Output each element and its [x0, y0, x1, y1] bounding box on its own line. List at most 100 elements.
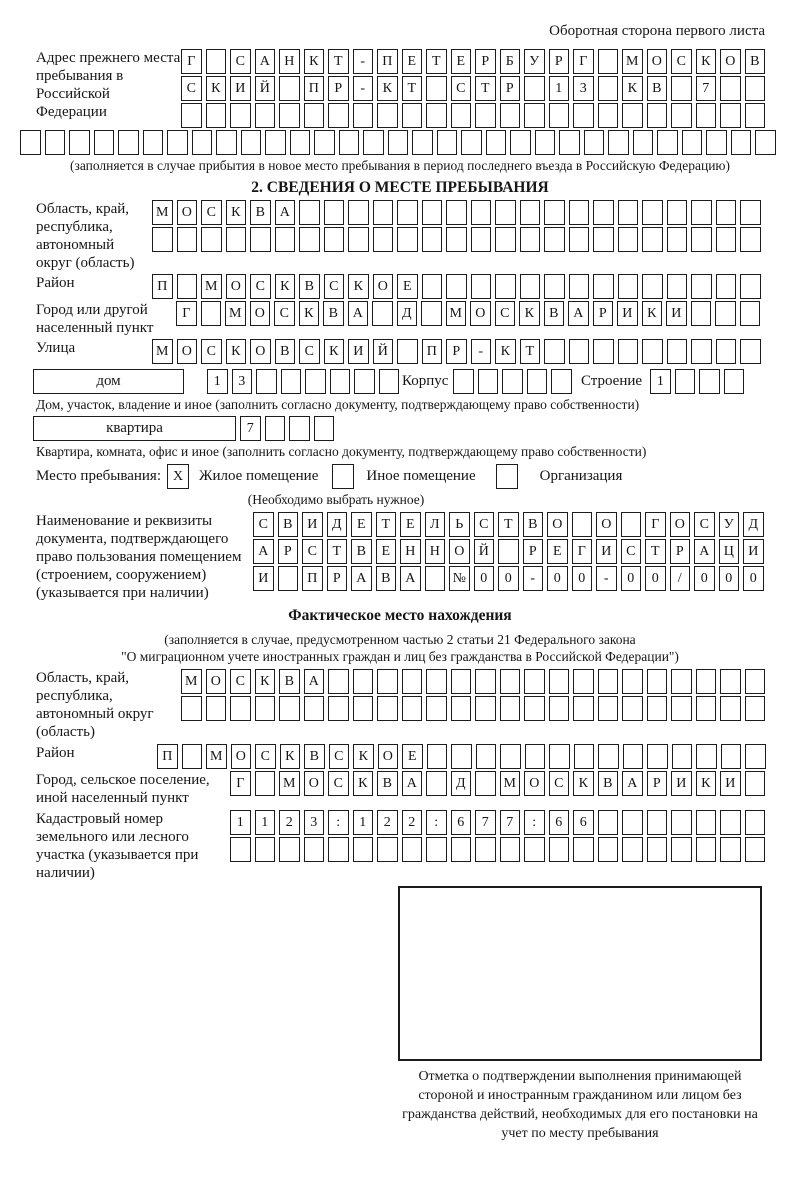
form-cell[interactable] — [617, 227, 638, 252]
form-cell[interactable] — [597, 669, 618, 694]
form-cell[interactable] — [617, 274, 638, 299]
form-cell[interactable] — [499, 696, 520, 721]
form-cell[interactable] — [352, 669, 373, 694]
form-cell[interactable]: Г — [176, 301, 197, 326]
form-cell[interactable]: М — [206, 744, 227, 769]
form-cell[interactable] — [498, 539, 519, 564]
form-cell[interactable] — [387, 130, 408, 155]
form-cell[interactable] — [485, 130, 506, 155]
form-cell[interactable]: И — [230, 76, 251, 101]
form-cell[interactable]: Н — [424, 539, 445, 564]
form-cell[interactable]: В — [279, 669, 300, 694]
form-cell[interactable] — [744, 696, 765, 721]
form-cell[interactable] — [671, 744, 692, 769]
form-cell[interactable] — [666, 339, 687, 364]
form-cell[interactable] — [502, 369, 523, 394]
form-cell[interactable] — [426, 771, 447, 796]
form-cell[interactable] — [715, 274, 736, 299]
form-cell[interactable] — [524, 744, 545, 769]
form-cell[interactable] — [597, 810, 618, 835]
form-cell[interactable] — [191, 130, 212, 155]
form-cell[interactable] — [681, 130, 702, 155]
form-cell[interactable] — [426, 837, 447, 862]
form-cell[interactable]: К — [695, 771, 716, 796]
form-cell[interactable] — [666, 227, 687, 252]
form-cell[interactable] — [720, 810, 741, 835]
form-cell[interactable] — [598, 744, 619, 769]
form-cell[interactable] — [256, 369, 277, 394]
checkbox-inoe-pomeshchenie[interactable] — [332, 464, 355, 489]
form-cell[interactable]: К — [348, 274, 369, 299]
form-cell[interactable]: Р — [669, 539, 690, 564]
form-cell[interactable] — [475, 696, 496, 721]
form-cell[interactable] — [544, 274, 565, 299]
form-cell[interactable] — [646, 810, 667, 835]
form-cell[interactable]: К — [225, 200, 246, 225]
form-cell[interactable]: К — [519, 301, 540, 326]
form-cell[interactable] — [617, 339, 638, 364]
form-cell[interactable]: 3 — [573, 76, 594, 101]
form-cell[interactable] — [421, 274, 442, 299]
form-cell[interactable] — [524, 696, 545, 721]
form-cell[interactable] — [715, 200, 736, 225]
form-cell[interactable]: И — [302, 512, 323, 537]
form-cell[interactable] — [451, 744, 472, 769]
form-cell[interactable]: 2 — [279, 810, 300, 835]
form-cell[interactable] — [289, 416, 310, 441]
form-cell[interactable] — [622, 696, 643, 721]
form-cell[interactable] — [167, 130, 188, 155]
form-cell[interactable] — [397, 339, 418, 364]
form-cell[interactable]: И — [596, 539, 617, 564]
form-cell[interactable] — [328, 837, 349, 862]
form-cell[interactable] — [142, 130, 163, 155]
form-cell[interactable] — [323, 227, 344, 252]
form-cell[interactable]: И — [671, 771, 692, 796]
form-cell[interactable]: У — [718, 512, 739, 537]
form-cell[interactable]: К — [641, 301, 662, 326]
form-cell[interactable] — [642, 227, 663, 252]
form-cell[interactable]: А — [694, 539, 715, 564]
form-cell[interactable]: 0 — [547, 566, 568, 591]
form-cell[interactable]: С — [548, 771, 569, 796]
form-cell[interactable] — [176, 274, 197, 299]
form-cell[interactable]: 0 — [718, 566, 739, 591]
form-cell[interactable] — [446, 227, 467, 252]
form-cell[interactable] — [412, 130, 433, 155]
form-cell[interactable]: В — [323, 301, 344, 326]
form-cell[interactable] — [620, 512, 641, 537]
form-cell[interactable] — [279, 837, 300, 862]
form-cell[interactable]: В — [375, 566, 396, 591]
form-cell[interactable] — [377, 103, 398, 128]
form-cell[interactable] — [44, 130, 65, 155]
form-cell[interactable]: А — [568, 301, 589, 326]
form-cell[interactable] — [730, 130, 751, 155]
form-cell[interactable]: О — [225, 274, 246, 299]
form-cell[interactable] — [250, 227, 271, 252]
form-cell[interactable]: Й — [372, 339, 393, 364]
form-cell[interactable] — [695, 669, 716, 694]
form-cell[interactable] — [715, 339, 736, 364]
form-cell[interactable] — [744, 669, 765, 694]
form-cell[interactable] — [571, 512, 592, 537]
form-cell[interactable]: - — [470, 339, 491, 364]
form-cell[interactable] — [279, 696, 300, 721]
form-cell[interactable]: К — [303, 49, 324, 74]
form-cell[interactable] — [666, 274, 687, 299]
form-cell[interactable] — [436, 130, 457, 155]
form-cell[interactable] — [274, 227, 295, 252]
form-cell[interactable] — [671, 810, 692, 835]
form-cell[interactable] — [69, 130, 90, 155]
form-cell[interactable] — [666, 200, 687, 225]
form-cell[interactable]: 3 — [303, 810, 324, 835]
form-cell[interactable] — [671, 669, 692, 694]
form-cell[interactable]: 0 — [743, 566, 764, 591]
form-cell[interactable] — [549, 744, 570, 769]
form-cell[interactable]: А — [401, 771, 422, 796]
form-cell[interactable] — [348, 200, 369, 225]
form-cell[interactable]: Й — [254, 76, 275, 101]
form-cell[interactable] — [328, 669, 349, 694]
form-cell[interactable]: О — [249, 301, 270, 326]
form-cell[interactable] — [201, 227, 222, 252]
form-cell[interactable]: О — [205, 669, 226, 694]
form-cell[interactable] — [695, 837, 716, 862]
